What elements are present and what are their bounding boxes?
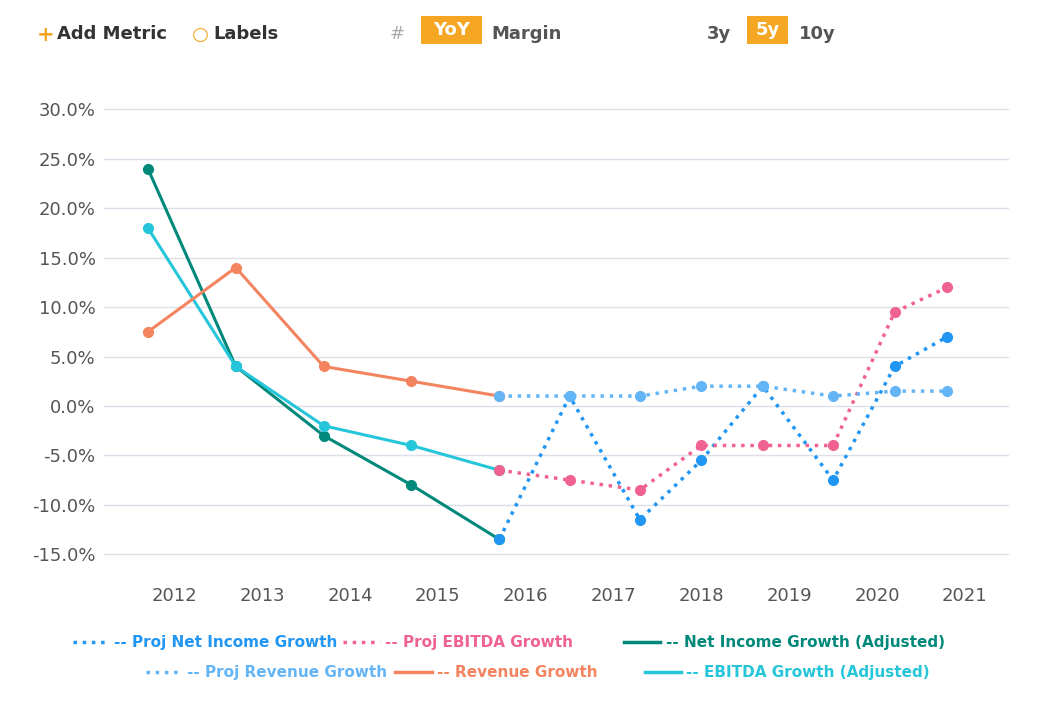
Text: -- Proj EBITDA Growth: -- Proj EBITDA Growth <box>385 635 573 650</box>
Text: ○: ○ <box>192 25 209 44</box>
Text: 10y: 10y <box>799 25 835 42</box>
Text: 3y: 3y <box>707 25 731 42</box>
Text: 5y: 5y <box>755 20 780 39</box>
Text: +: + <box>36 25 54 44</box>
Text: -- Proj Revenue Growth: -- Proj Revenue Growth <box>187 664 387 680</box>
Text: -- Revenue Growth: -- Revenue Growth <box>437 664 597 680</box>
Text: #: # <box>390 25 406 42</box>
Text: Add Metric: Add Metric <box>57 25 167 42</box>
Text: -- EBITDA Growth (Adjusted): -- EBITDA Growth (Adjusted) <box>686 664 930 680</box>
Text: -- Net Income Growth (Adjusted): -- Net Income Growth (Adjusted) <box>666 635 944 650</box>
Text: YoY: YoY <box>433 20 470 39</box>
Text: -- Proj Net Income Growth: -- Proj Net Income Growth <box>114 635 338 650</box>
Text: Labels: Labels <box>213 25 279 42</box>
Text: Margin: Margin <box>491 25 562 42</box>
